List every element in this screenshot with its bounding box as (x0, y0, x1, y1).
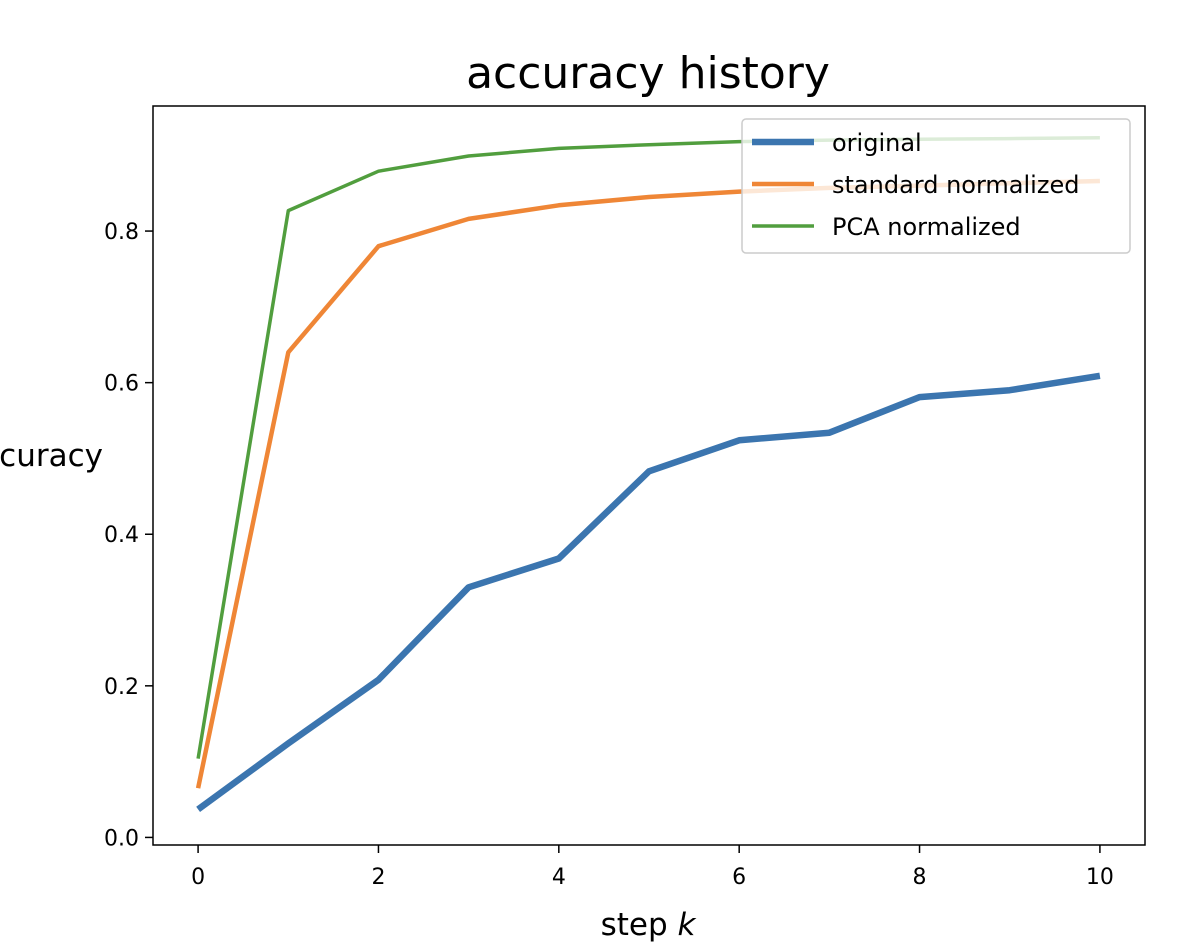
legend-label-1: original (832, 129, 922, 157)
plot-frame (152, 105, 1146, 846)
x-tick-label: 6 (732, 865, 746, 890)
y-tick-label: 0.0 (104, 826, 139, 851)
y-axis-label: accuracy (0, 438, 103, 474)
x-axis-label-text: step (601, 907, 678, 943)
series-line-2 (195, 178, 1100, 789)
y-tick-label: 0.8 (104, 220, 139, 245)
x-axis-label: step k (601, 907, 697, 943)
y-tick-label: 0.6 (104, 372, 139, 397)
y-axis: 0.0 0.2 0.4 0.6 0.8 (104, 220, 153, 851)
legend: original standard normalized PCA normalize… (741, 118, 1131, 254)
x-axis-label-variable: k (677, 907, 696, 943)
legend-label-2: standard normalized (832, 171, 1079, 199)
y-tick-label: 0.2 (104, 675, 139, 700)
x-axis: 0 2 4 6 8 10 (191, 845, 1114, 890)
legend-label-3: PCA normalized (832, 213, 1021, 241)
x-tick-label: 2 (371, 865, 385, 890)
x-tick-label: 4 (552, 865, 566, 890)
x-tick-label: 8 (913, 865, 927, 890)
y-tick-label: 0.4 (104, 523, 139, 548)
x-tick-label: 0 (191, 865, 205, 890)
chart-title: accuracy history (466, 48, 830, 99)
legend-box (741, 118, 1131, 254)
x-tick-label: 10 (1086, 865, 1114, 890)
series-line-1 (196, 372, 1101, 813)
